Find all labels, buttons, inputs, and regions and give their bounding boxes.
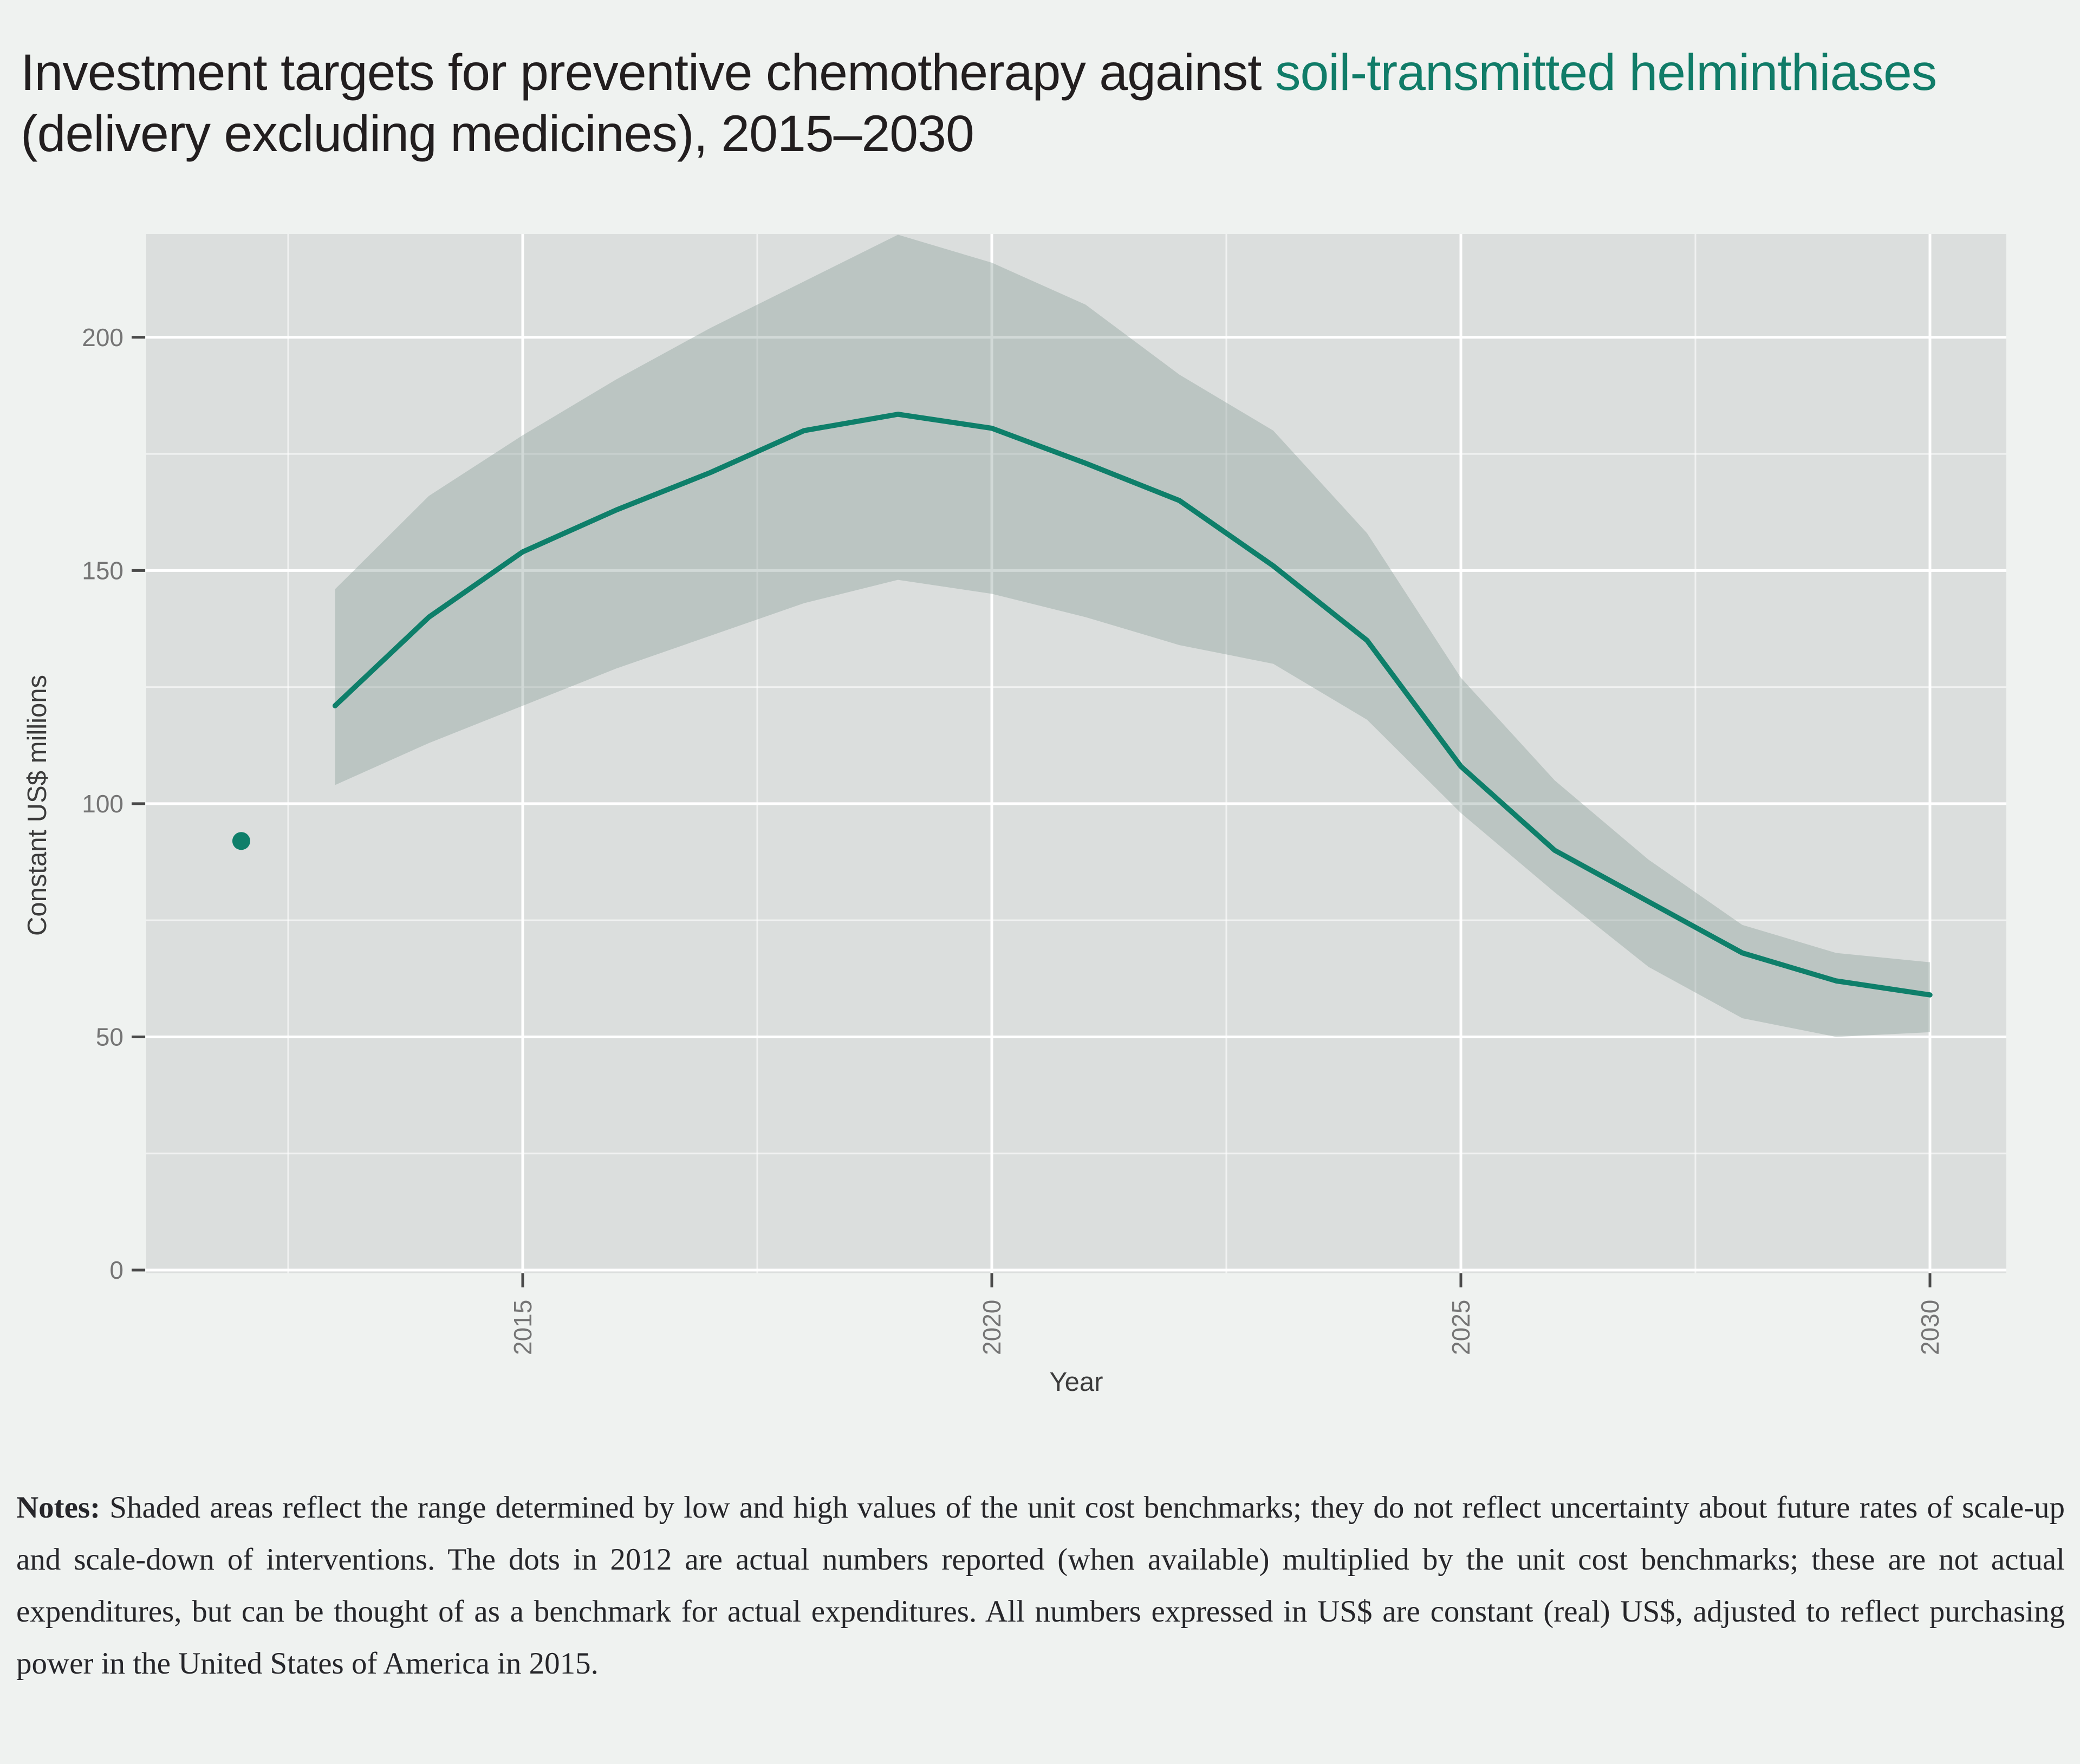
x-tick-label: 2025: [1447, 1300, 1475, 1355]
title-part1: Investment targets for preventive chemot…: [21, 43, 1275, 101]
title-highlight: soil-transmitted helminthiases: [1275, 43, 1937, 101]
x-tick-label: 2020: [978, 1300, 1006, 1355]
plot-panel: [146, 234, 2006, 1273]
actual-2012-points: [232, 832, 250, 850]
notes-label: Notes:: [16, 1490, 101, 1525]
y-tick-label: 100: [82, 790, 123, 818]
axis-tick-labels: 0 50 100 150 200 2015 2020 2025 2030: [82, 323, 1944, 1355]
notes-paragraph: Notes: Shaded areas reflect the range de…: [16, 1482, 2065, 1690]
benchmark-range-band: [335, 235, 1930, 1037]
gridlines-major: [146, 234, 2006, 1273]
page-title: Investment targets for preventive chemot…: [21, 42, 1965, 165]
title-part2: (delivery excluding medicines), 2015–203…: [21, 105, 974, 162]
axis-ticks: [132, 336, 1932, 1287]
y-axis-title: Constant US$ millions: [23, 675, 52, 936]
y-tick-label: 0: [109, 1256, 123, 1284]
investment-target-line: [332, 412, 1933, 998]
y-tick-label: 200: [82, 323, 123, 352]
gridlines-minor: [146, 234, 2006, 1273]
notes-text: Shaded areas reflect the range determine…: [16, 1490, 2065, 1681]
x-axis-title: Year: [1049, 1368, 1103, 1397]
x-tick-label: 2030: [1916, 1300, 1944, 1355]
x-tick-label: 2015: [509, 1300, 537, 1355]
actual-2012-dot: [232, 832, 250, 850]
y-tick-label: 150: [82, 556, 123, 584]
y-tick-label: 50: [96, 1023, 123, 1051]
